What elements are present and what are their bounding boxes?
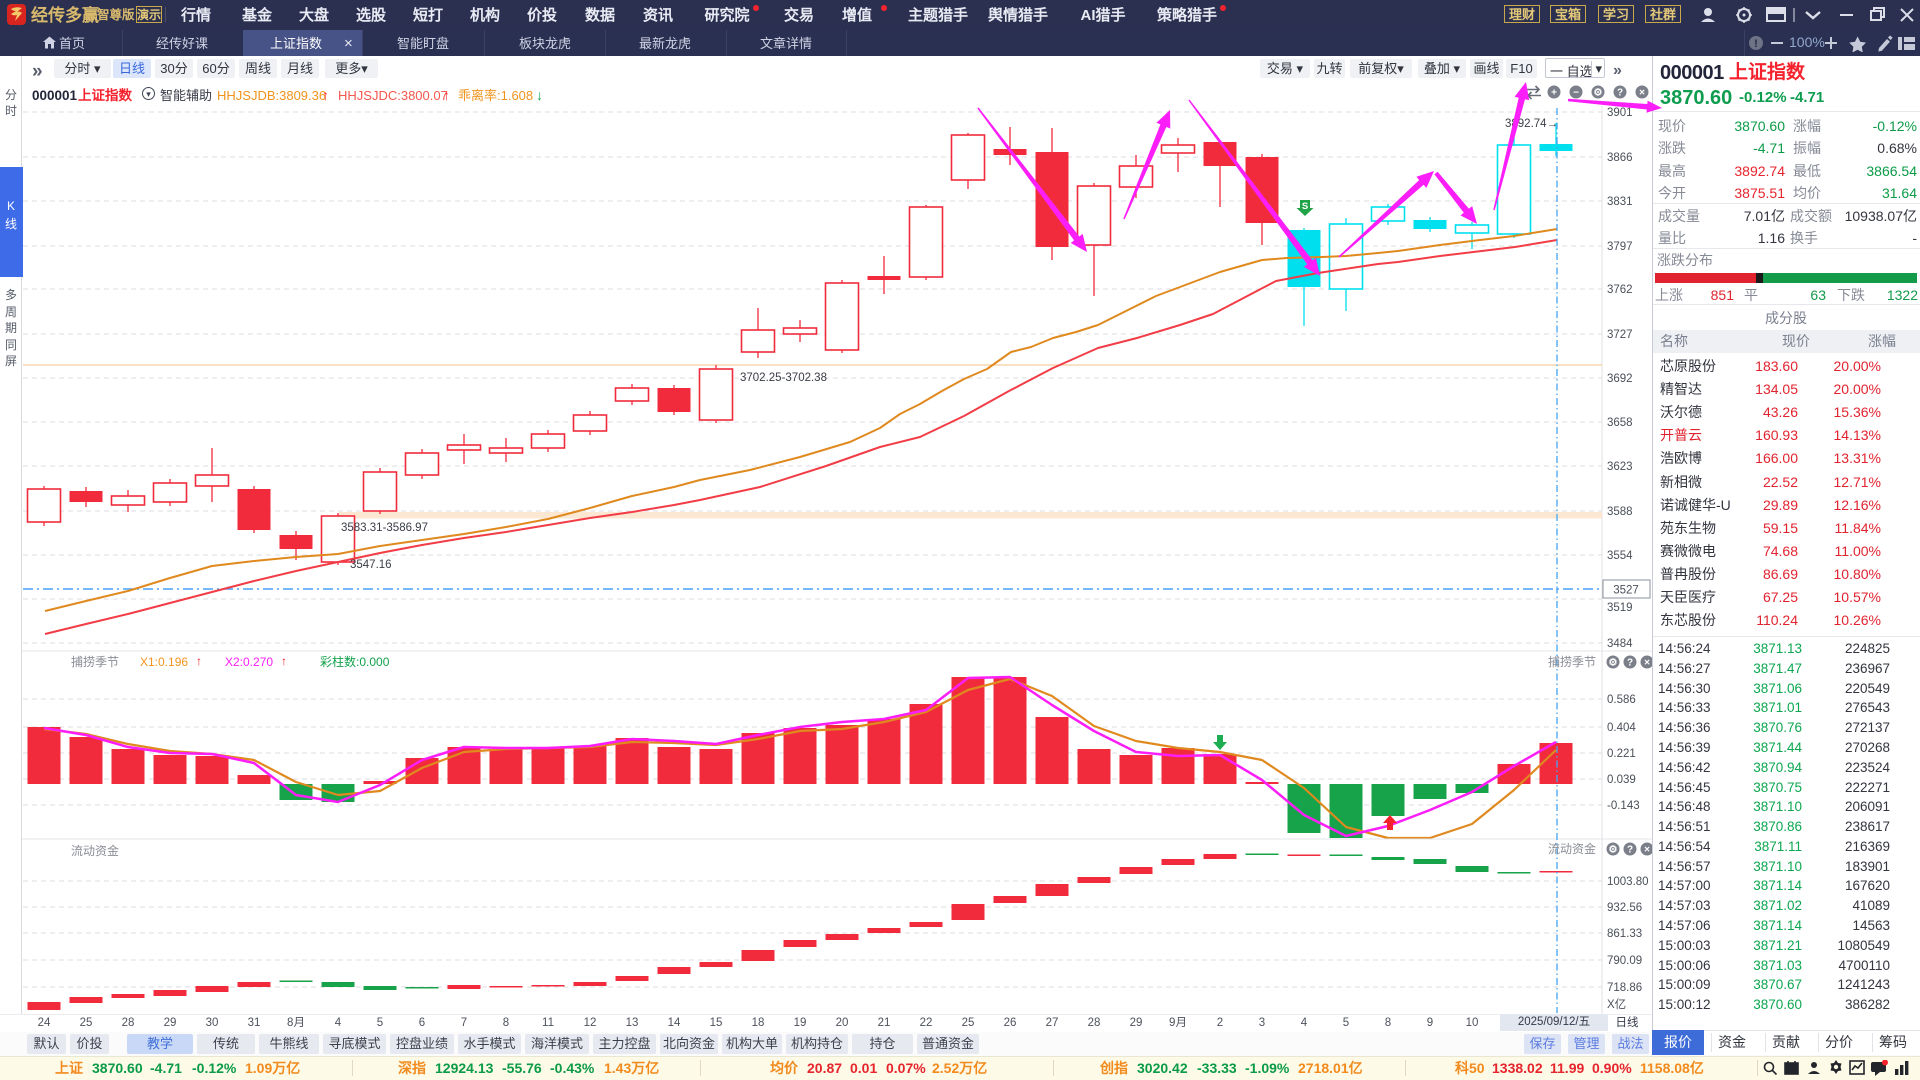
svg-text:⚙: ⚙ bbox=[1594, 88, 1603, 99]
svg-text:3527: 3527 bbox=[1613, 585, 1639, 597]
svg-text:0.586: 0.586 bbox=[1607, 694, 1636, 706]
svg-text:3727: 3727 bbox=[1607, 329, 1633, 341]
svg-text:3866: 3866 bbox=[1607, 152, 1633, 164]
svg-text:3702.25-3702.38: 3702.25-3702.38 bbox=[740, 372, 827, 384]
svg-text:3588: 3588 bbox=[1607, 506, 1633, 518]
svg-text:3554: 3554 bbox=[1607, 550, 1633, 562]
svg-text:+: + bbox=[1551, 88, 1557, 99]
svg-text:932.56: 932.56 bbox=[1607, 902, 1642, 914]
svg-text:×: × bbox=[1639, 88, 1645, 99]
svg-text:−: − bbox=[1573, 88, 1579, 99]
svg-text:-0.143: -0.143 bbox=[1607, 800, 1640, 812]
svg-text:?: ? bbox=[1627, 658, 1633, 669]
svg-text:?: ? bbox=[1617, 88, 1623, 99]
svg-text:0.404: 0.404 bbox=[1607, 722, 1636, 734]
svg-text:?: ? bbox=[1627, 845, 1633, 856]
svg-text:3623: 3623 bbox=[1607, 461, 1633, 473]
svg-text:×: × bbox=[1644, 845, 1650, 856]
svg-text:3519: 3519 bbox=[1607, 602, 1633, 614]
svg-text:0.221: 0.221 bbox=[1607, 748, 1636, 760]
svg-text:3583.31-3586.97: 3583.31-3586.97 bbox=[341, 522, 428, 534]
svg-text:×: × bbox=[1644, 658, 1650, 669]
svg-text:0.039: 0.039 bbox=[1607, 774, 1636, 786]
svg-text:3762: 3762 bbox=[1607, 284, 1633, 296]
svg-text:1003.80: 1003.80 bbox=[1607, 876, 1649, 888]
svg-text:861.33: 861.33 bbox=[1607, 928, 1642, 940]
svg-text:⚙: ⚙ bbox=[1609, 658, 1618, 669]
svg-text:!: ! bbox=[1754, 38, 1758, 50]
svg-text:X亿: X亿 bbox=[1607, 998, 1626, 1011]
svg-text:⚙: ⚙ bbox=[1609, 845, 1618, 856]
svg-text:3692: 3692 bbox=[1607, 373, 1633, 385]
svg-text:718.86: 718.86 bbox=[1607, 982, 1642, 994]
svg-text:3547.16: 3547.16 bbox=[350, 559, 392, 571]
svg-text:3831: 3831 bbox=[1607, 196, 1633, 208]
svg-text:3797: 3797 bbox=[1607, 241, 1633, 253]
svg-text:790.09: 790.09 bbox=[1607, 955, 1642, 967]
svg-text:3901: 3901 bbox=[1607, 107, 1633, 119]
svg-text:S: S bbox=[1302, 201, 1308, 212]
svg-text:3484: 3484 bbox=[1607, 638, 1633, 650]
svg-text:3658: 3658 bbox=[1607, 417, 1633, 429]
svg-text:3892.74→: 3892.74→ bbox=[1505, 118, 1558, 130]
